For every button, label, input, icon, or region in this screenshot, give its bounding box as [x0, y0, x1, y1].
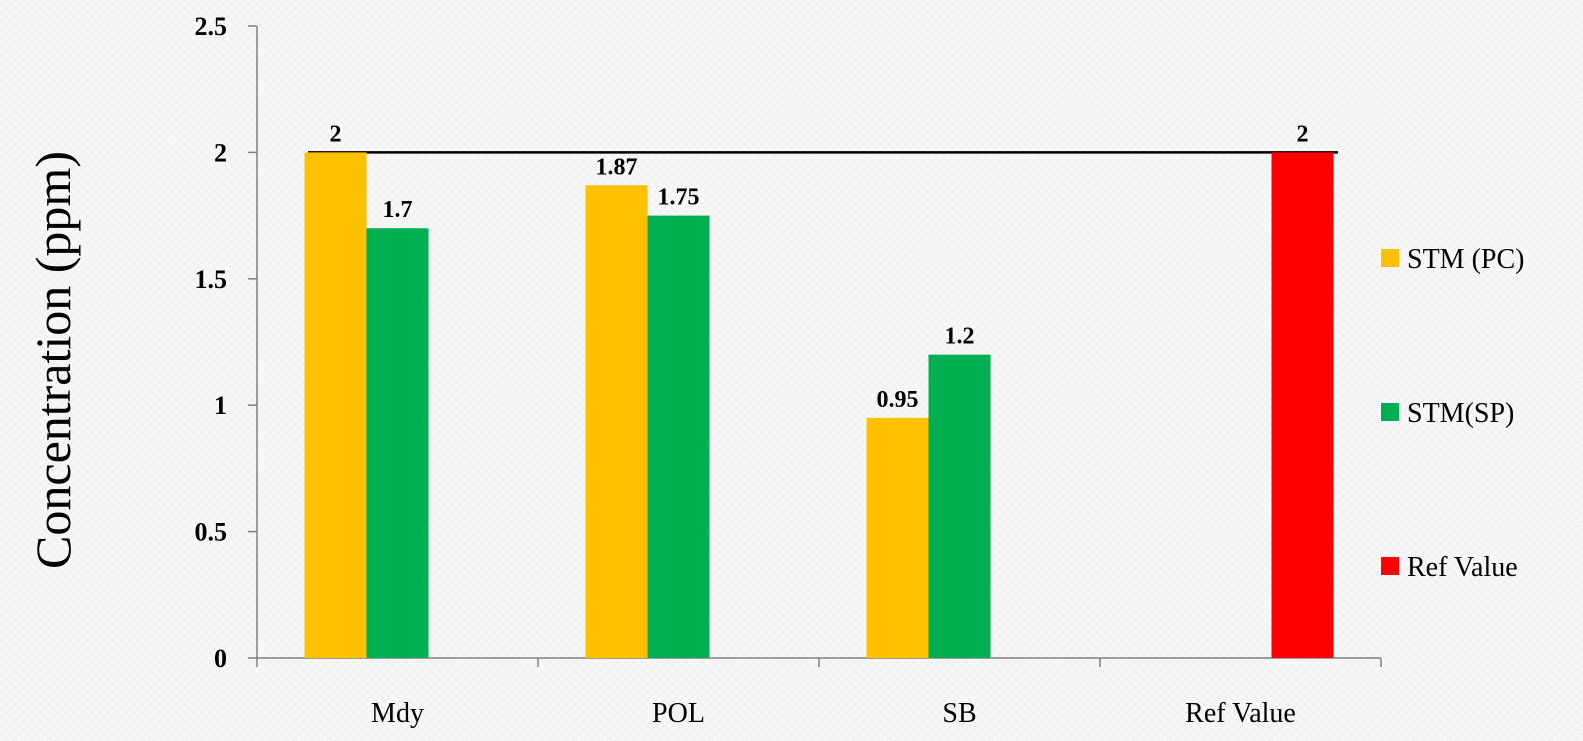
data-label: 1.7	[383, 197, 413, 223]
y-tick-label: 0.5	[195, 518, 228, 547]
legend-swatch	[1381, 557, 1399, 575]
data-labels: 2 1.7 1.87 1.75 0.95 1.2 2	[330, 121, 1309, 412]
data-label: 2	[1297, 121, 1309, 147]
bar	[304, 152, 367, 658]
x-tick-label: POL	[652, 698, 705, 729]
bar	[1271, 152, 1334, 658]
x-tick-label: Ref Value	[1185, 698, 1296, 729]
x-tick-label: Mdy	[371, 698, 424, 729]
legend-label: STM(SP)	[1407, 398, 1514, 429]
y-tick-label: 2	[214, 138, 227, 167]
legend-swatch	[1381, 403, 1399, 421]
data-label: 0.95	[877, 387, 919, 413]
data-label: 1.87	[596, 154, 638, 180]
data-label: 1.2	[945, 324, 975, 350]
y-tick-label: 2.5	[195, 12, 228, 41]
bar	[366, 228, 429, 659]
data-label: 2	[330, 121, 342, 147]
bar	[866, 417, 929, 658]
y-tick-label: 1.5	[195, 265, 228, 294]
axes: 0 0.5 1 1.5 2 2.5 Mdy POL SB Ref Value	[195, 12, 1382, 729]
bar	[585, 185, 648, 658]
x-tick-label: SB	[942, 698, 976, 729]
bars	[304, 152, 1334, 659]
legend: STM (PC) STM(SP) Ref Value	[1381, 244, 1524, 583]
bar	[928, 354, 991, 658]
legend-swatch	[1381, 249, 1399, 267]
legend-label: STM (PC)	[1407, 244, 1524, 275]
y-tick-label: 1	[214, 391, 227, 420]
y-tick-label: 0	[214, 644, 227, 673]
bar	[647, 215, 710, 658]
y-axis-title: Concentration (ppm)	[25, 151, 81, 569]
legend-label: Ref Value	[1407, 552, 1518, 583]
data-label: 1.75	[658, 185, 700, 211]
